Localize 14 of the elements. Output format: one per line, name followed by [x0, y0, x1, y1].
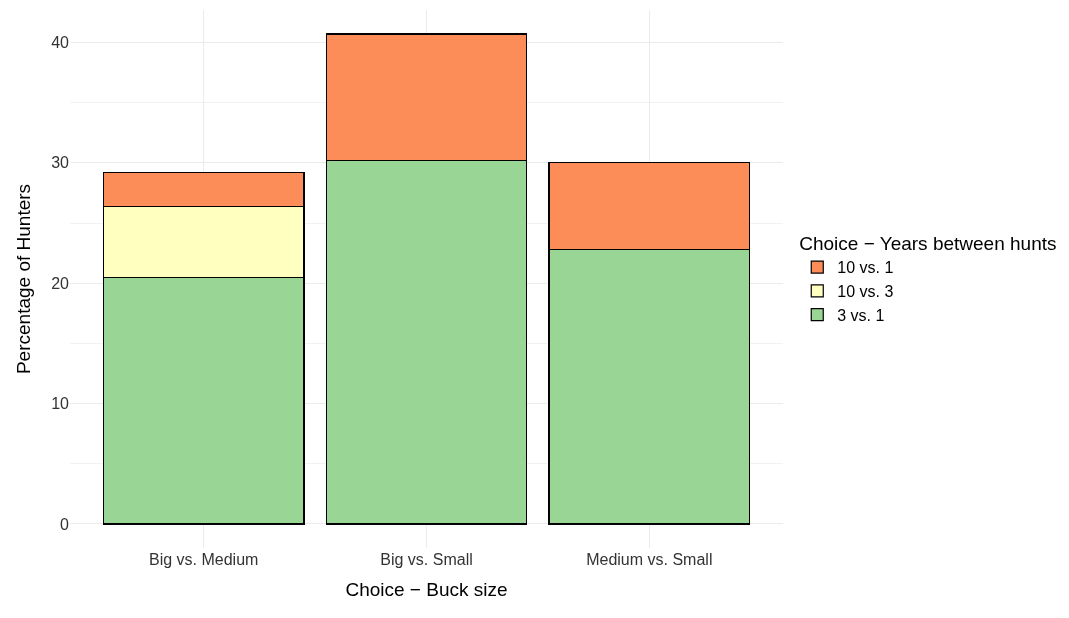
x-axis-title: Choice − Buck size — [345, 578, 508, 600]
legend-label: 10 vs. 3 — [837, 283, 894, 301]
legend-title: Choice − Years between hunts — [799, 233, 1057, 255]
x-tick-label: Big vs. Small — [380, 551, 473, 568]
legend-label: 3 vs. 1 — [837, 306, 885, 324]
y-tick-label: 30 — [51, 154, 70, 172]
y-tick-label: 20 — [51, 274, 70, 292]
legend-label: 10 vs. 1 — [837, 259, 894, 277]
y-tick-label: 0 — [60, 515, 70, 533]
x-tick-label: Big vs. Medium — [149, 551, 259, 568]
y-tick-label: 10 — [51, 395, 70, 413]
x-tick-label: Medium vs. Small — [586, 551, 713, 568]
y-tick-label: 40 — [51, 34, 70, 52]
y-axis-title: Percentage of Hunters — [13, 183, 35, 375]
